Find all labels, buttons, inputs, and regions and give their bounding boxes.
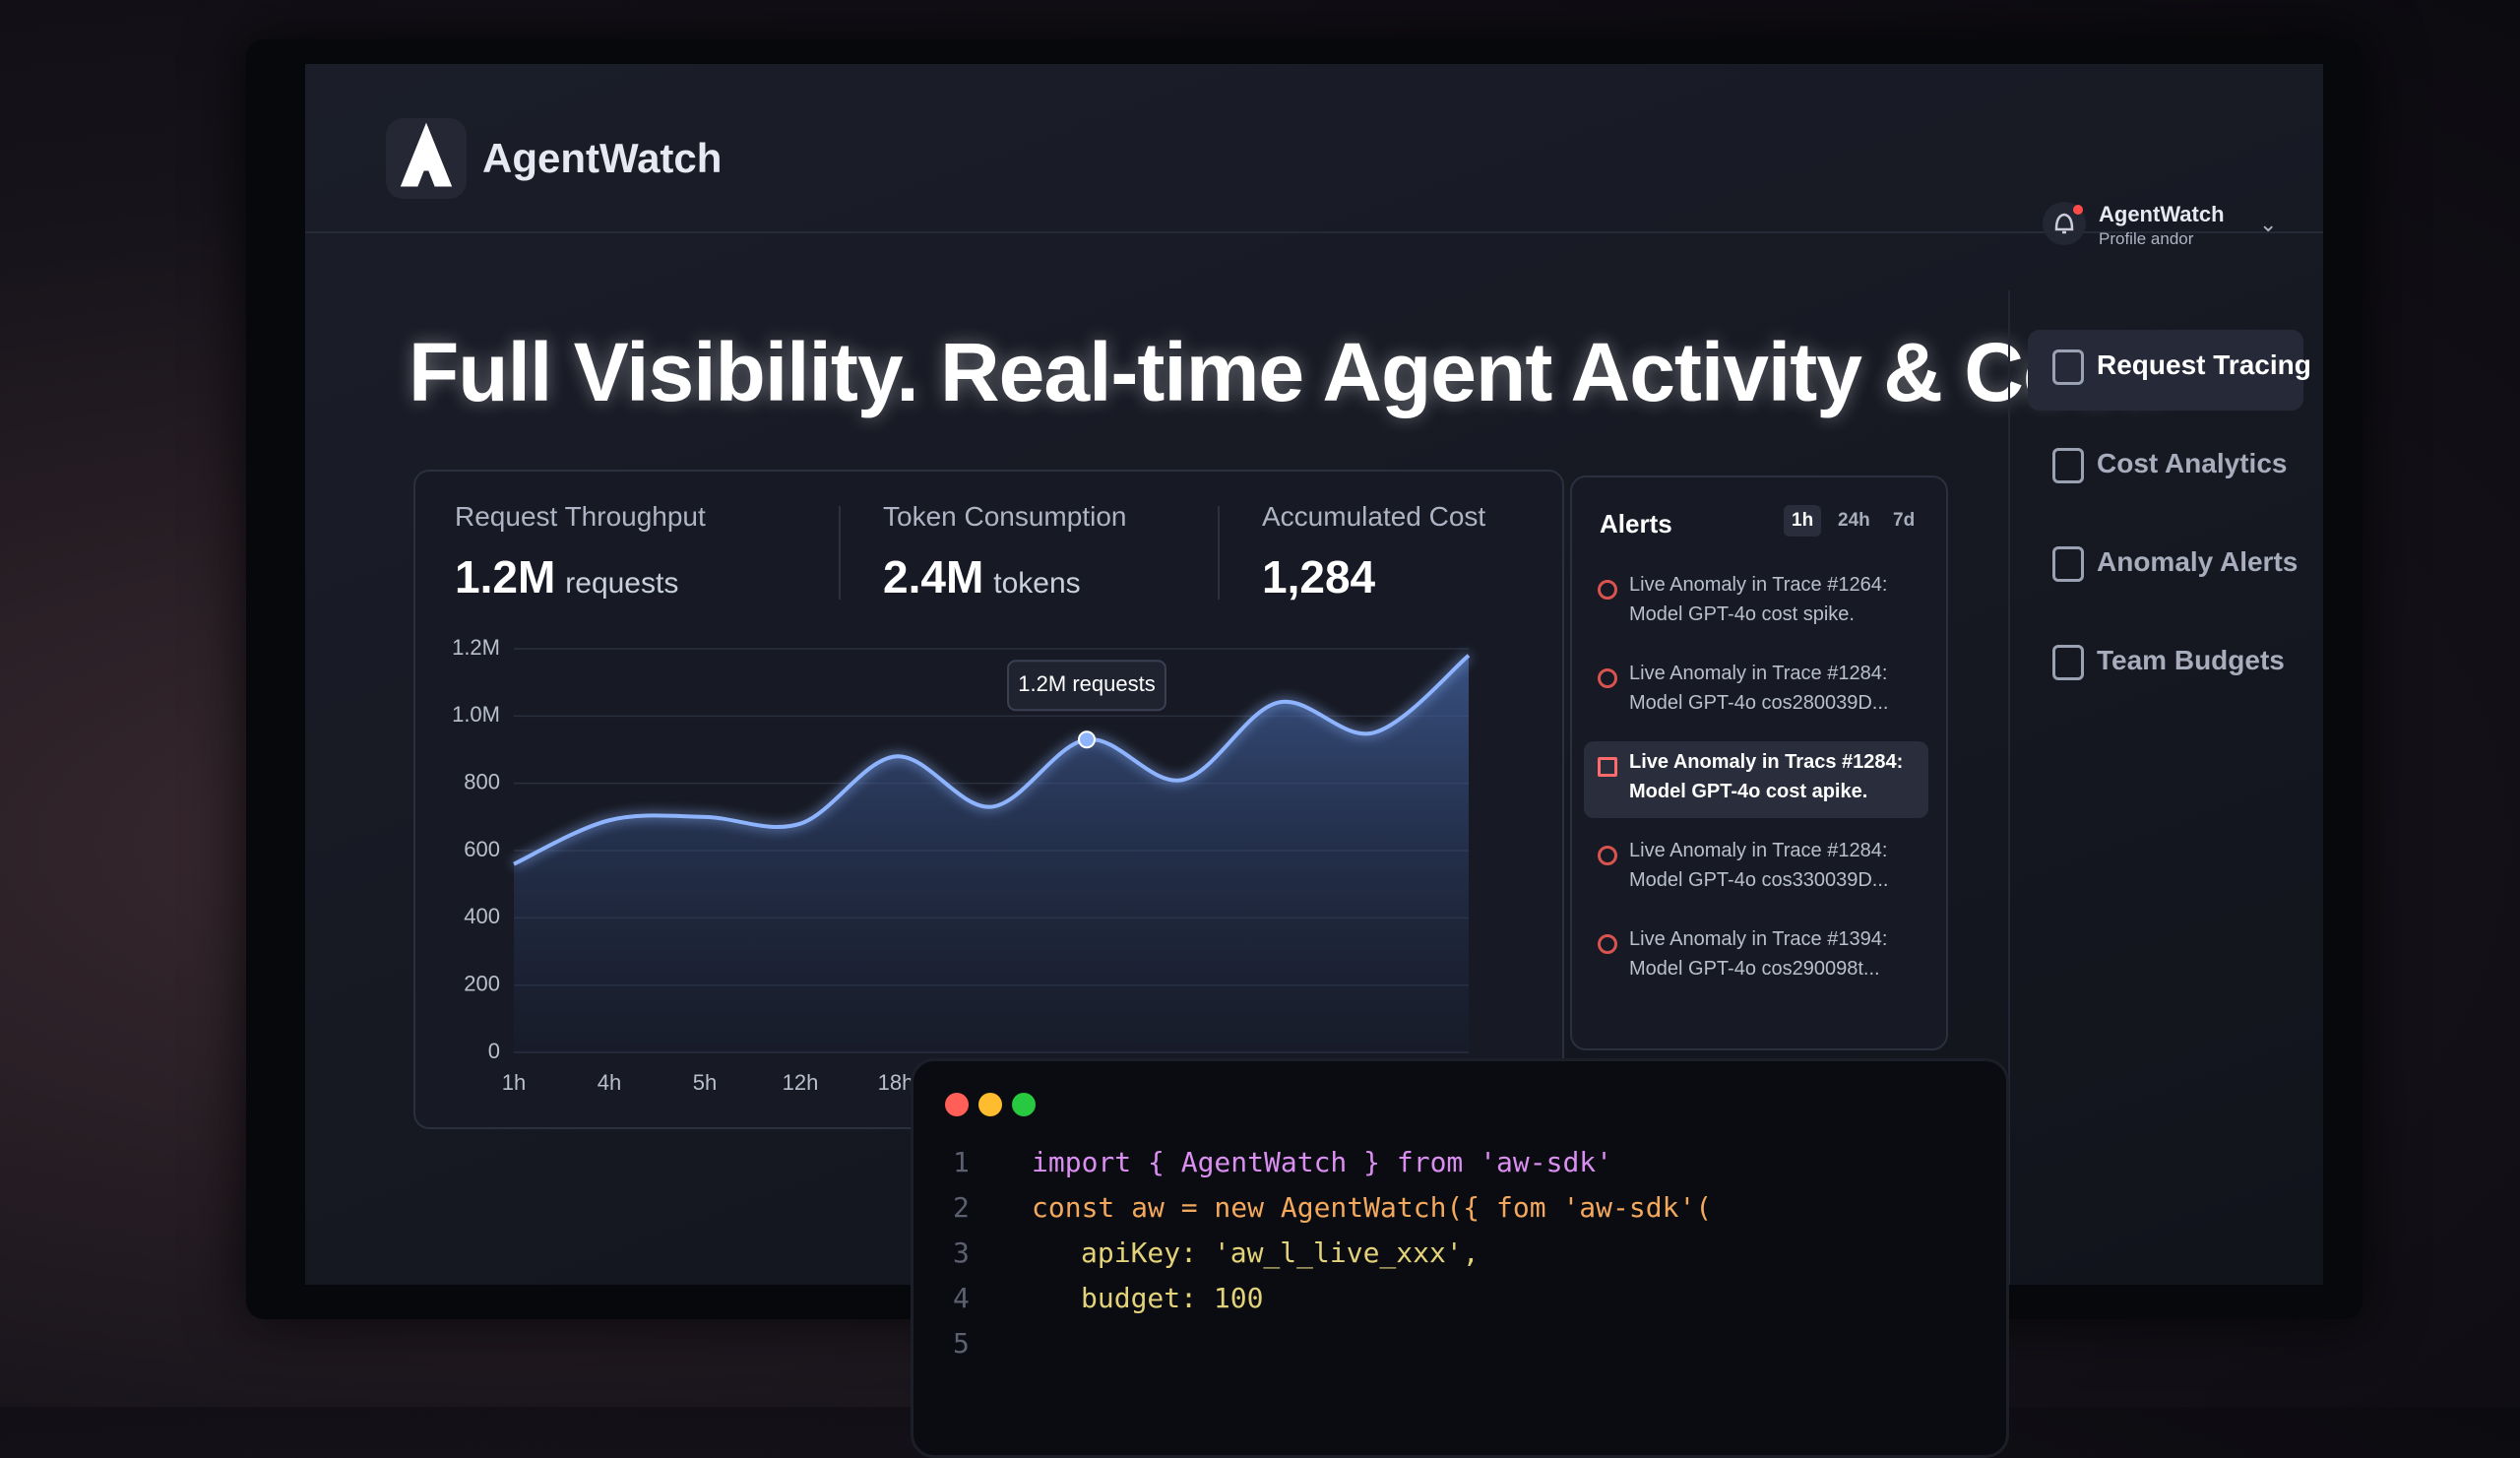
header-divider bbox=[305, 231, 2323, 233]
line-number: 1 bbox=[953, 1146, 970, 1178]
logo-icon bbox=[400, 122, 453, 187]
line-number: 4 bbox=[953, 1282, 970, 1314]
screen: AgentWatch AgentWatch Profile andor ⌄ Fu… bbox=[305, 64, 2323, 1285]
highlight-point bbox=[1078, 730, 1096, 749]
line bbox=[513, 654, 1471, 866]
code-text: const aw = new AgentWatch({ fom 'aw-sdk'… bbox=[1032, 1191, 1713, 1224]
profile-name[interactable]: AgentWatch bbox=[2099, 202, 2225, 226]
stat-value: 1.2M bbox=[455, 551, 556, 602]
alert-item[interactable]: Live Anomaly in Trace #1284: Model GPT-4o… bbox=[1584, 653, 1928, 729]
alerts-title: Alerts bbox=[1600, 509, 1672, 539]
stat-label: Accumulated Cost bbox=[1262, 501, 1486, 532]
time-filter[interactable]: 7d bbox=[1893, 510, 1916, 531]
sidebar-icon[interactable] bbox=[2052, 546, 2084, 582]
stat-value-row: 1.2M requests bbox=[455, 550, 678, 603]
sidebar-icon[interactable] bbox=[2052, 645, 2084, 680]
stat-divider bbox=[1218, 506, 1220, 600]
area-fill bbox=[514, 655, 1469, 1052]
x-tick-label: 4h bbox=[598, 1070, 621, 1095]
alert-title: Live Anomaly in Trace #1284: bbox=[1629, 840, 1888, 861]
code-line: 4 budget: 100 bbox=[953, 1276, 1712, 1321]
code-line: 1 import { AgentWatch } from 'aw-sdk' bbox=[953, 1140, 1712, 1185]
alert-icon bbox=[1598, 668, 1617, 688]
logo bbox=[386, 118, 467, 199]
sidebar-item[interactable]: Cost Analytics bbox=[2097, 448, 2288, 478]
y-tick-label: 600 bbox=[464, 837, 500, 861]
headline: Full Visibility. Real-time Agent Activit… bbox=[409, 326, 2167, 418]
alert-detail: Model GPT-4o cos330039D... bbox=[1629, 869, 1889, 891]
alert-detail: Model GPT-4o cost apike. bbox=[1629, 781, 1868, 802]
code-text: import { AgentWatch } from 'aw-sdk' bbox=[1032, 1146, 1613, 1178]
x-tick-label: 5h bbox=[693, 1070, 717, 1095]
y-tick-label: 1.2M bbox=[452, 635, 500, 660]
alert-title: Live Anomaly in Trace #1264: bbox=[1629, 574, 1888, 596]
sidebar-item[interactable]: Anomaly Alerts bbox=[2097, 546, 2299, 577]
alert-item[interactable]: Live Anomaly in Trace #1264: Model GPT-4o… bbox=[1584, 564, 1928, 641]
alert-icon bbox=[1598, 934, 1617, 954]
sidebar-active-bg bbox=[2028, 330, 2303, 411]
alert-item[interactable]: Live Anomaly in Trace #1394: Model GPT-4o… bbox=[1584, 919, 1928, 995]
brand: AgentWatch bbox=[482, 135, 723, 181]
y-tick-label: 200 bbox=[464, 971, 500, 995]
stat-label: Request Throughput bbox=[455, 501, 706, 532]
alert-title: Live Anomaly in Tracs #1284: bbox=[1629, 751, 1904, 773]
alert-title: Live Anomaly in Trace #1394: bbox=[1629, 928, 1888, 950]
profile-chevron[interactable]: ⌄ bbox=[2259, 212, 2278, 236]
code-editor: 1 import { AgentWatch } from 'aw-sdk' 2 con… bbox=[953, 1140, 1712, 1366]
stat-unit: requests bbox=[565, 567, 679, 600]
sidebar-item[interactable]: Request Tracing bbox=[2097, 349, 2311, 380]
profile-subtitle: Profile andor bbox=[2099, 229, 2194, 248]
sidebar-divider bbox=[2008, 290, 2010, 1285]
stat-value: 1,284 bbox=[1262, 551, 1376, 602]
x-tick-label: 18h bbox=[878, 1070, 914, 1095]
alert-detail: Model GPT-4o cos290098t... bbox=[1629, 958, 1880, 980]
alert-icon bbox=[1598, 846, 1617, 865]
alerts-panel: Alerts 1h 24h 7d Live Anomaly in Trace #1264… bbox=[1570, 475, 1948, 1050]
code-text: budget: 100 bbox=[1081, 1282, 1264, 1314]
alert-title: Live Anomaly in Trace #1284: bbox=[1629, 663, 1888, 684]
window-controls bbox=[943, 1091, 1061, 1125]
code-line: 5 bbox=[953, 1321, 1712, 1366]
stat-unit: tokens bbox=[993, 567, 1081, 600]
y-tick-label: 0 bbox=[488, 1039, 500, 1063]
tooltip-text: 1.2M requests bbox=[1018, 671, 1155, 696]
code-line: 3 apiKey: 'aw_l_live_xxx', bbox=[953, 1231, 1712, 1276]
laptop: 1 import { AgentWatch } from 'aw-sdk' 2 con… bbox=[911, 1058, 2009, 1458]
traffic-lights bbox=[945, 1093, 1036, 1116]
chart-panel: Request Throughput 1.2M requests Token Cons… bbox=[413, 470, 1564, 1129]
notification-bell[interactable] bbox=[2043, 202, 2086, 245]
alert-item[interactable]: Live Anomaly in Tracs #1284: Model GPT-4o… bbox=[1584, 741, 1928, 818]
stat-label: Token Consumption bbox=[883, 501, 1127, 532]
x-tick-label: 12h bbox=[783, 1070, 819, 1095]
stat-value: 2.4M bbox=[883, 551, 984, 602]
y-tick-label: 400 bbox=[464, 904, 500, 928]
code-text: apiKey: 'aw_l_live_xxx', bbox=[1081, 1236, 1480, 1269]
alert-item[interactable]: Live Anomaly in Trace #1284: Model GPT-4o… bbox=[1584, 830, 1928, 907]
alert-icon bbox=[1598, 757, 1617, 777]
line-number: 5 bbox=[953, 1327, 970, 1360]
chart: 02004006008001.0M1.2M1h4h5h12h18h24h1h3d… bbox=[452, 635, 1480, 1095]
stats-row: Request Throughput 1.2M requests Token Cons… bbox=[415, 472, 1562, 619]
alert-detail: Model GPT-4o cos280039D... bbox=[1629, 692, 1889, 714]
stat-divider bbox=[839, 506, 841, 600]
bell-icon bbox=[2054, 205, 2083, 234]
y-tick-label: 1.0M bbox=[452, 702, 500, 727]
sidebar-icon[interactable] bbox=[2052, 349, 2084, 385]
time-filter[interactable]: 24h bbox=[1838, 510, 1870, 531]
sidebar-icon[interactable] bbox=[2052, 448, 2084, 483]
time-filter[interactable]: 1h bbox=[1784, 505, 1822, 537]
stat-value-row: 1,284 bbox=[1262, 550, 1375, 603]
line-number: 3 bbox=[953, 1236, 970, 1269]
sidebar-item[interactable]: Team Budgets bbox=[2097, 645, 2285, 675]
x-tick-label: 1h bbox=[502, 1070, 526, 1095]
line-number: 2 bbox=[953, 1191, 970, 1224]
tooltip-box bbox=[1007, 660, 1166, 712]
stat-value-row: 2.4M tokens bbox=[883, 550, 1081, 603]
code-line: 2 const aw = new AgentWatch({ fom 'aw-sdk… bbox=[953, 1185, 1712, 1231]
alert-detail: Model GPT-4o cost spike. bbox=[1629, 603, 1855, 625]
alert-icon bbox=[1598, 580, 1617, 600]
y-tick-label: 800 bbox=[464, 769, 500, 793]
